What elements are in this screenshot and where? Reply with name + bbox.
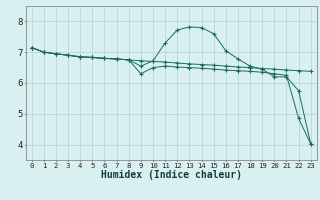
X-axis label: Humidex (Indice chaleur): Humidex (Indice chaleur) [101,170,242,180]
